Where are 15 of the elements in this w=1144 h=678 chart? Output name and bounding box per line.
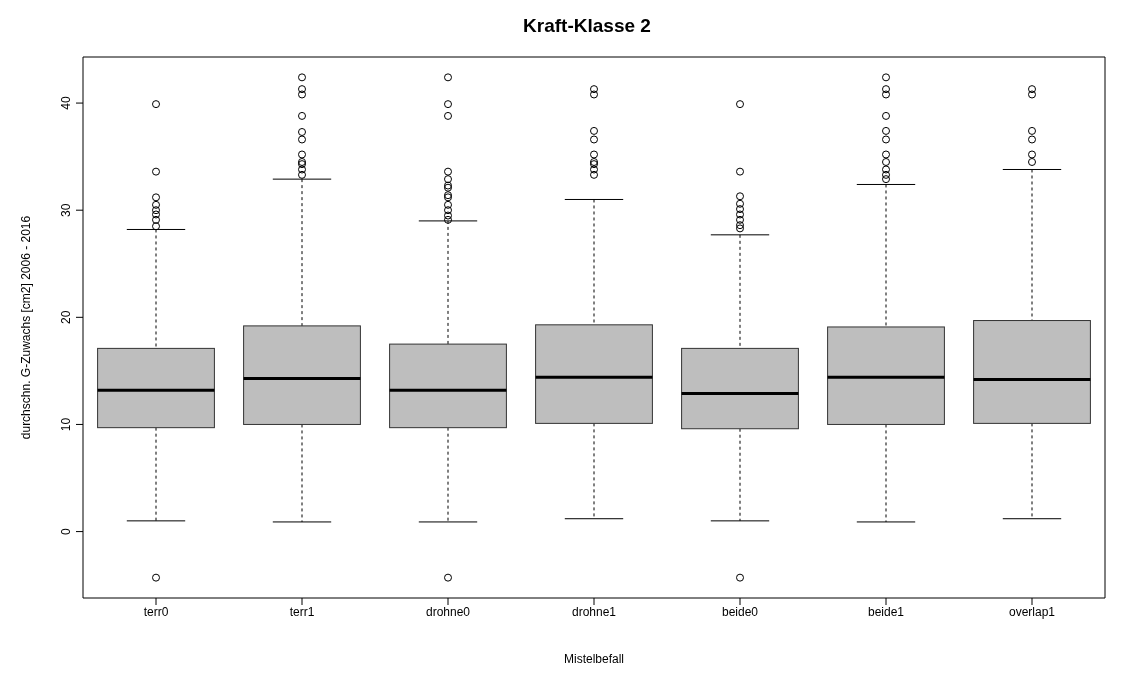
x-axis-title: Mistelbefall — [563, 652, 625, 666]
y-tick-label: 10 — [59, 417, 73, 432]
y-tick-label: 0 — [59, 527, 73, 535]
x-tick-label: terr0 — [143, 604, 169, 619]
x-tick-label: overlap1 — [1008, 604, 1056, 619]
x-tick-label: terr1 — [289, 604, 315, 619]
x-tick-label: drohne0 — [425, 604, 471, 619]
y-axis-title: durchschn. G-Zuwachs [cm2] 2006 - 2016 — [19, 215, 34, 440]
y-tick-label: 30 — [59, 203, 73, 217]
x-tick-label: beide1 — [867, 604, 905, 619]
y-tick-label: 40 — [59, 96, 73, 110]
y-tick-label: 20 — [59, 310, 73, 324]
x-tick-label: drohne1 — [571, 604, 617, 619]
chart-title: Kraft-Klasse 2 — [522, 14, 652, 38]
x-tick-label: beide0 — [721, 604, 759, 619]
